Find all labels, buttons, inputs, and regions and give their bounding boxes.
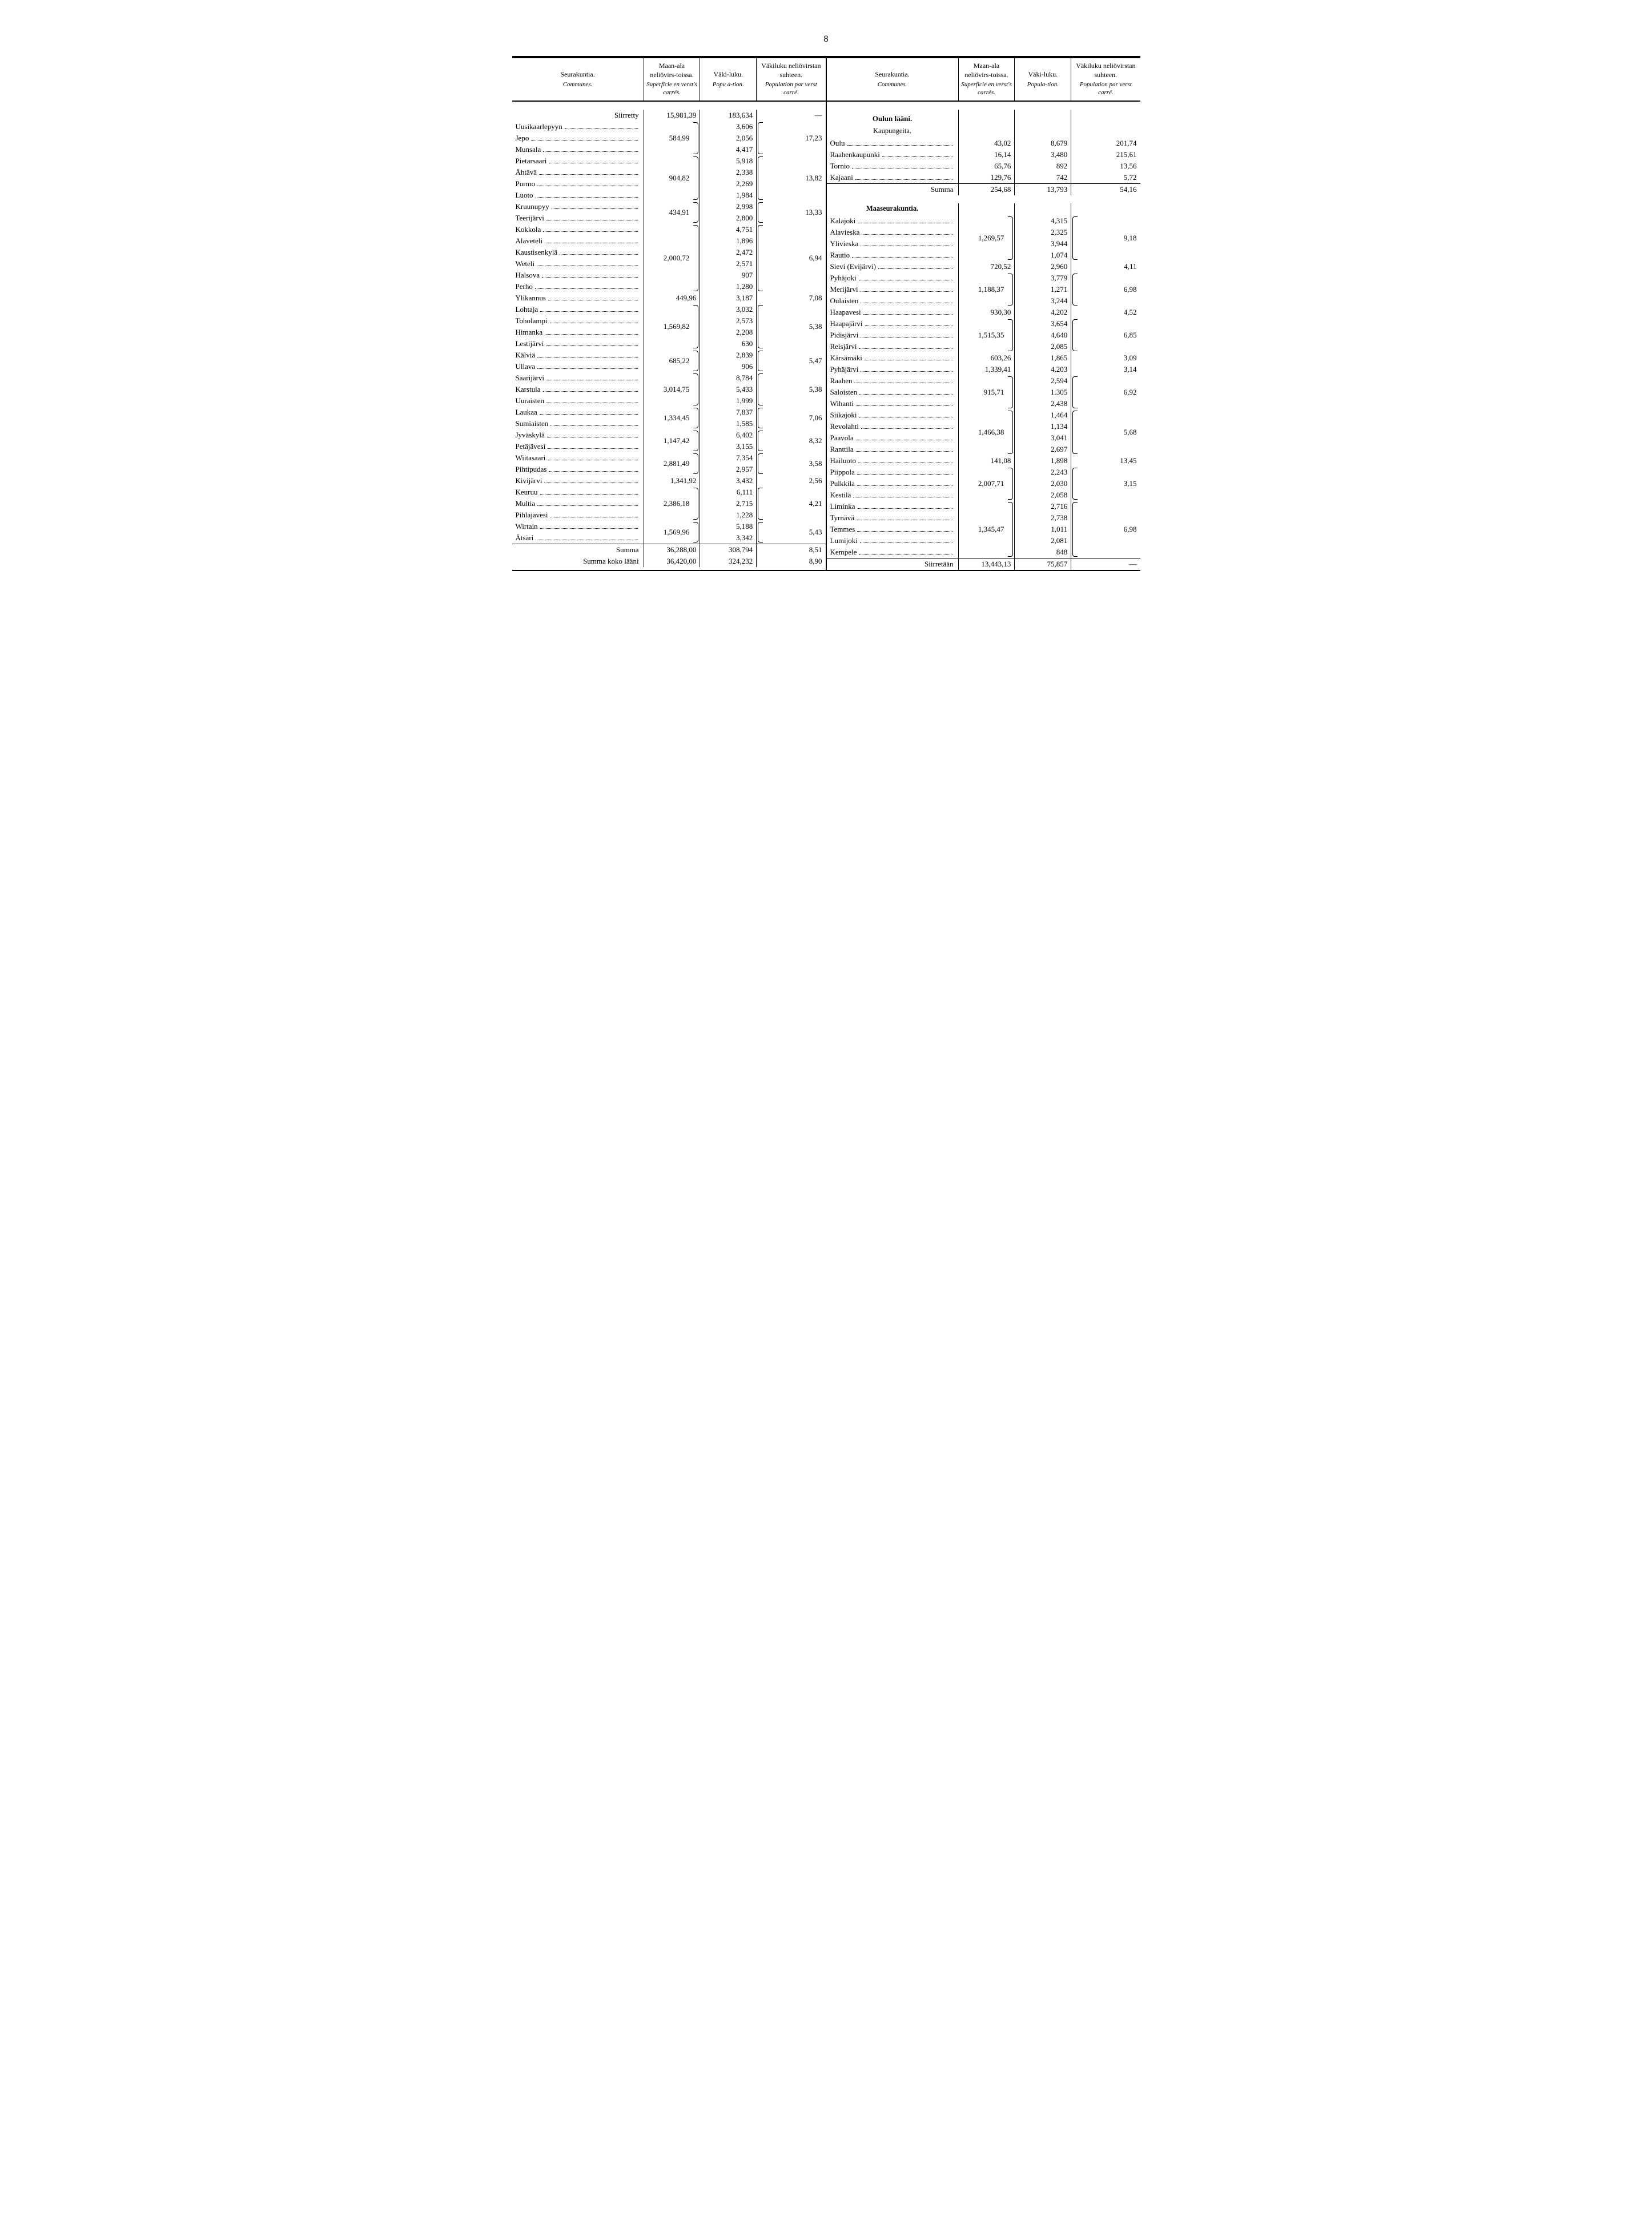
page: 8 Seurakuntia. Communes. Maan-ala neliöv… [512,34,1140,571]
right-table: Seurakuntia. Communes. Maan-ala neliövir… [827,57,1140,570]
col-dens-header: Väkiluku neliövirstan suhteen. Populatio… [757,58,826,101]
table-row: Jyväskylä1,147,426,4028,32 [512,429,826,441]
double-table: Seurakuntia. Communes. Maan-ala neliövir… [512,56,1140,571]
table-row: Pyhäjärvi1,339,414,2033,14 [827,364,1140,375]
table-row: Haapajärvi1,515,353,6546,85 [827,318,1140,330]
table-row: Saarijärvi3,014,758,7845,38 [512,372,826,384]
table-row: Raahenkaupunki16,143,480215,61 [827,149,1140,160]
header-row: Seurakuntia. Communes. Maan-ala neliövir… [512,58,826,101]
siirretaan-row: Siirretään13,443,1375,857— [827,558,1140,570]
col-name-header: Seurakuntia. Communes. [512,58,644,101]
table-row: Kokkola2,000,724,7516,94 [512,224,826,235]
summa-koko-row: Summa koko lääni36,420,00324,2328,90 [512,556,826,567]
table-row: Piippola2,007,712,2433,15 [827,467,1140,478]
left-half: Seurakuntia. Communes. Maan-ala neliövir… [512,57,827,570]
table-row: Kälviä685,222,8395,47 [512,349,826,361]
table-row: Kivijärvi1,341,923,4322,56 [512,475,826,487]
summa-row: Summa36,288,00308,7948,51 [512,544,826,556]
table-row: Pyhäjoki1,188,373,7796,98 [827,272,1140,284]
table-row: Raahen915,712,5946,92 [827,375,1140,387]
table-row: Tornio65,7689213,56 [827,160,1140,172]
table-row: Liminka1,345,472,7166,98 [827,501,1140,512]
table-row: Wiitasaari2,881,497,3543,58 [512,452,826,464]
col-area-header: Maan-ala neliövirs-toissa. Superficie en… [644,58,700,101]
col-pop-header: Väki-luku. Popula-tion. [1015,58,1071,101]
table-row: Uusikaarlepyyn584,993,60617,23 [512,121,826,132]
table-row: Laukaa1,334,457,8377,06 [512,407,826,418]
table-row: Ylikannus449,963,1877,08 [512,292,826,304]
section-title: Oulun lääni. [827,110,1140,126]
table-row: Siikajoki1,466,381,4645,68 [827,409,1140,421]
kaupungeita-title: Kaupungeita. [827,126,1140,138]
table-row: Hailuoto141,081,89813,45 [827,455,1140,467]
col-pop-header: Väki-luku. Popu a-tion. [700,58,757,101]
table-row: Sievi (Evijärvi)720,522,9604,11 [827,261,1140,272]
table-row: Oulu43,028,679201,74 [827,138,1140,149]
table-row: Kajaani129,767425,72 [827,172,1140,184]
left-table: Seurakuntia. Communes. Maan-ala neliövir… [512,57,826,567]
header-row: Seurakuntia. Communes. Maan-ala neliövir… [827,58,1140,101]
table-row: Keuruu2,386,186,1114,21 [512,487,826,498]
table-row: Haapavesi930,304,2024,52 [827,307,1140,318]
page-number: 8 [512,34,1140,45]
siirretty-row: Siirretty15,981,39183,634— [512,110,826,121]
right-half: Seurakuntia. Communes. Maan-ala neliövir… [827,57,1140,570]
col-name-header: Seurakuntia. Communes. [827,58,959,101]
table-row: Kruunupyy434,912,99813,33 [512,201,826,212]
table-row: Kärsämäki603,261,8653,09 [827,352,1140,364]
col-area-header: Maan-ala neliövirs-toissa. Superficie en… [958,58,1015,101]
table-row: Wirtain1,569,965,1885,43 [512,521,826,532]
maaseura-title: Maaseurakuntia. [827,203,1140,215]
table-row: Pietarsaari904,825,91813,82 [512,155,826,167]
table-row: Kalajoki1,269,574,3159,18 [827,215,1140,227]
col-dens-header: Väkiluku neliövirstan suhteen. Populatio… [1071,58,1140,101]
table-row: Lohtaja1,569,823,0325,38 [512,304,826,315]
summa-row: Summa254,6813,79354,16 [827,183,1140,195]
